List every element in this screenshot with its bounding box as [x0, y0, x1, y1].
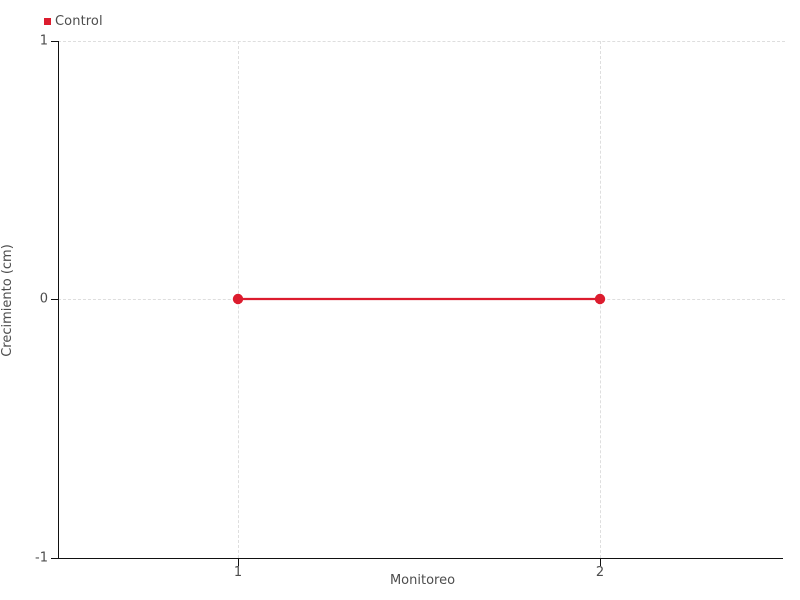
- y-axis-title: Crecimiento (cm): [0, 0, 15, 600]
- gridline-y-1: [58, 41, 785, 42]
- legend: Control: [44, 12, 103, 30]
- x-tick-mark-1: [238, 558, 239, 566]
- x-axis-title: Monitoreo: [389, 573, 456, 588]
- legend-label-control: Control: [55, 13, 103, 29]
- gridline-x-1: [238, 41, 239, 558]
- gridline-y-0: [58, 299, 785, 300]
- y-axis-title-text: Crecimiento (cm): [0, 243, 15, 357]
- y-tick-label--1: -1: [35, 550, 48, 566]
- y-tick-label-0: 0: [39, 291, 48, 307]
- y-axis-line: [58, 41, 59, 559]
- y-tick-mark--1: [51, 558, 58, 559]
- gridline-x-2: [600, 41, 601, 558]
- y-tick-mark-1: [51, 41, 58, 42]
- x-axis-line: [58, 558, 783, 559]
- legend-swatch-icon: [44, 17, 51, 25]
- x-tick-mark-2: [600, 558, 601, 566]
- x-tick-label-2: 2: [595, 565, 605, 580]
- y-tick-label-1: 1: [39, 33, 48, 49]
- x-tick-label-1: 1: [233, 565, 243, 580]
- y-tick-mark-0: [51, 299, 58, 300]
